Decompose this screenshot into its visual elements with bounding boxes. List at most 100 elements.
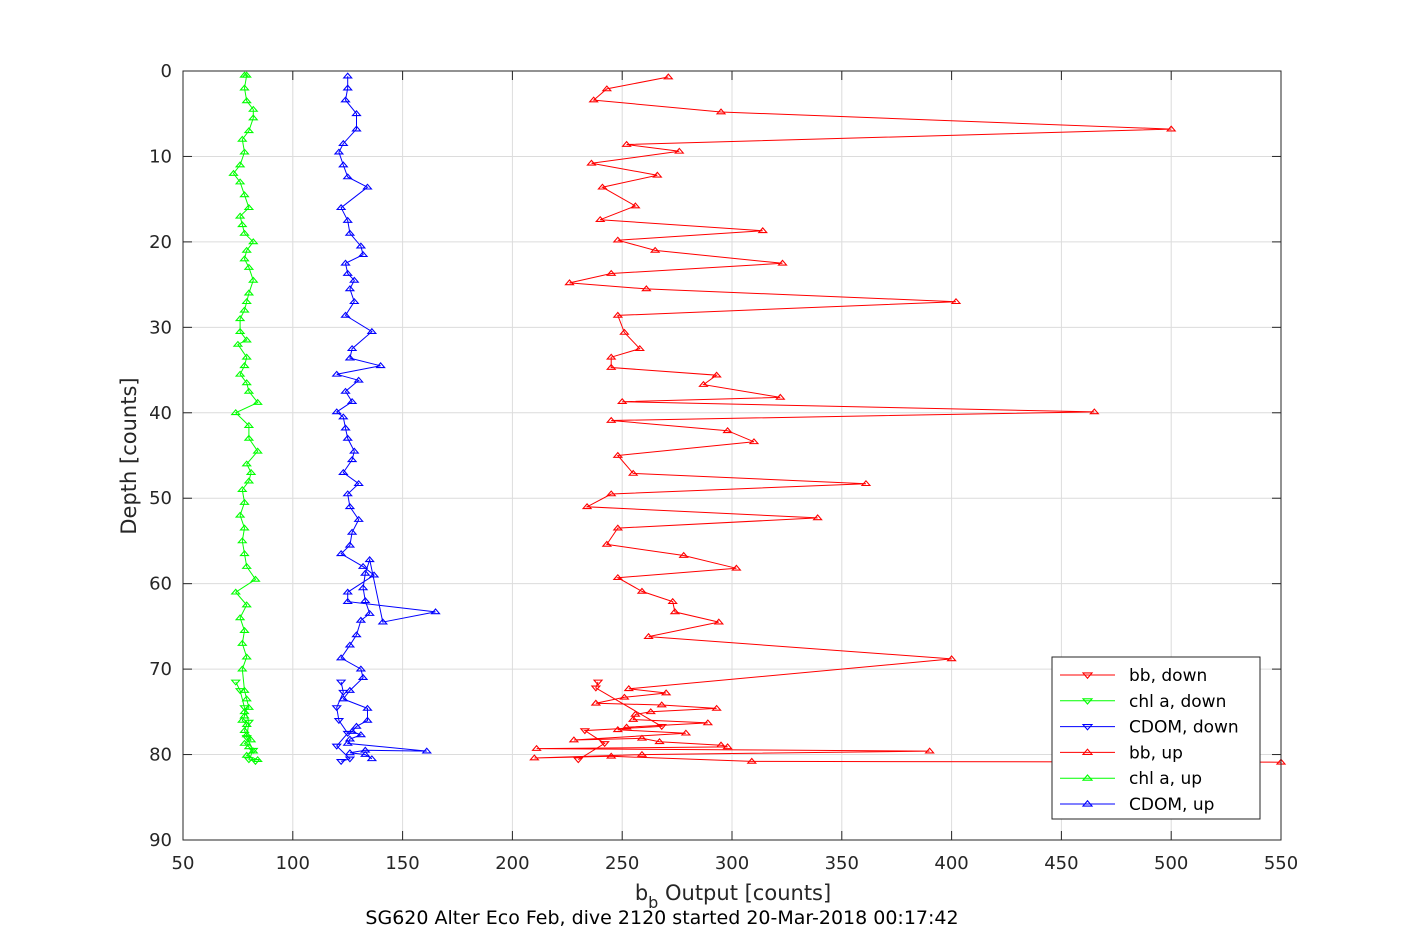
data-point: [612, 236, 624, 243]
x-axis-label-subscript: b: [648, 893, 658, 912]
data-point: [243, 289, 255, 296]
data-point: [353, 515, 364, 522]
data-point: [366, 327, 378, 334]
data-point: [1089, 408, 1100, 415]
legend-label: chl a, down: [1129, 692, 1226, 712]
data-point: [331, 743, 342, 750]
data-point: [360, 746, 371, 753]
y-tick-label: 80: [149, 745, 172, 766]
data-point: [777, 259, 788, 266]
data-point: [612, 573, 624, 581]
data-point: [351, 631, 362, 638]
y-tick-label: 60: [149, 574, 172, 595]
y-tick-label: 90: [149, 830, 172, 851]
data-point: [234, 511, 246, 518]
data-point: [237, 537, 248, 544]
data-point: [731, 564, 742, 571]
legend-label: CDOM, up: [1129, 795, 1214, 815]
x-tick-labels: 50 100 150 200 250 300 350 400 450 500 550: [172, 853, 1299, 874]
data-point: [239, 255, 250, 262]
data-point: [228, 169, 239, 176]
data-point: [342, 269, 353, 276]
data-point: [252, 398, 263, 405]
data-point: [599, 741, 610, 748]
x-axis-label: bb Output [counts]: [635, 881, 831, 912]
data-point: [344, 735, 356, 742]
data-point: [335, 550, 347, 557]
y-axis-label: Depth [counts]: [117, 377, 141, 534]
data-point: [375, 362, 386, 369]
data-point: [338, 161, 349, 168]
data-point: [252, 447, 263, 454]
data-point: [698, 380, 709, 387]
data-point: [606, 269, 617, 276]
series-cdom-down: [331, 679, 356, 766]
data-point: [346, 456, 358, 463]
data-point: [335, 654, 347, 661]
data-point: [645, 708, 656, 715]
x-axis-label-rest: Output [counts]: [658, 881, 831, 905]
x-tick-label: 500: [1154, 853, 1188, 874]
series-line: [534, 76, 1282, 763]
ticks: [182, 70, 1282, 841]
data-point: [660, 689, 672, 696]
data-point: [351, 722, 362, 729]
data-point: [234, 370, 246, 377]
y-tick-label: 50: [149, 488, 172, 509]
data-point: [340, 387, 351, 394]
data-point: [775, 393, 786, 400]
data-point: [346, 397, 358, 405]
legend-label: CDOM, down: [1129, 718, 1239, 738]
data-point: [239, 191, 250, 198]
data-point: [241, 353, 252, 360]
data-point: [654, 738, 665, 745]
data-point: [245, 468, 257, 475]
data-point: [234, 178, 246, 185]
data-point: [368, 571, 380, 578]
data-point: [239, 84, 250, 91]
data-point: [335, 679, 347, 686]
data-point: [612, 524, 624, 531]
data-point: [641, 285, 652, 292]
data-point: [335, 759, 347, 766]
data-point: [606, 752, 617, 759]
data-point: [239, 712, 250, 719]
data-point: [586, 159, 597, 166]
data-point: [331, 705, 342, 712]
data-point: [239, 524, 250, 531]
x-tick-label: 100: [276, 853, 310, 874]
data-point: [362, 183, 373, 190]
data-point: [237, 716, 248, 723]
data-point: [364, 609, 375, 616]
data-point: [353, 479, 364, 487]
data-point: [630, 710, 641, 717]
data-point: [601, 85, 613, 92]
data-point: [239, 626, 250, 634]
x-tick-label: 450: [1044, 853, 1078, 874]
data-point: [243, 127, 255, 134]
data-point: [346, 344, 358, 352]
data-point: [344, 749, 356, 756]
data-point: [601, 540, 613, 547]
data-point: [344, 541, 356, 548]
data-point: [344, 503, 356, 510]
data-point: [636, 750, 648, 757]
data-point: [349, 297, 360, 305]
data-point: [529, 754, 540, 761]
data-point: [355, 616, 367, 623]
data-point: [715, 108, 727, 115]
data-point: [573, 757, 584, 764]
data-point: [342, 434, 353, 441]
data-point: [711, 371, 722, 378]
series-layer: [228, 71, 1287, 766]
data-point: [355, 665, 367, 672]
data-point: [344, 285, 356, 292]
legend: bb, down chl a, down CDOM, down bb, up chl a…: [1051, 656, 1261, 820]
data-point: [342, 490, 353, 497]
data-point: [241, 336, 252, 343]
data-point: [362, 704, 373, 711]
data-point: [241, 731, 252, 738]
legend-marker: [1081, 724, 1094, 731]
data-point: [243, 757, 255, 764]
